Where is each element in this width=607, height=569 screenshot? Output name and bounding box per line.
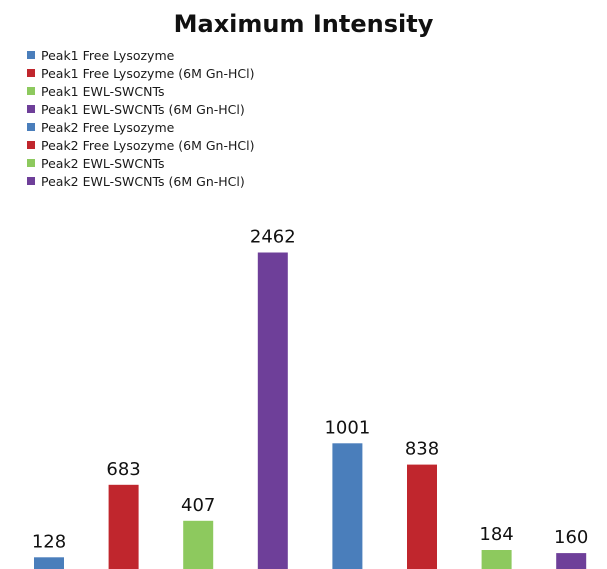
bar-value-label: 1001	[324, 417, 370, 438]
legend-label: Peak2 Free Lysozyme	[41, 119, 175, 135]
chart-legend: Peak1 Free Lysozyme Peak1 Free Lysozyme (…	[27, 46, 254, 190]
legend-item: Peak1 Free Lysozyme (6M Gn-HCl)	[27, 64, 254, 82]
legend-item: Peak1 EWL-SWCNTs	[27, 82, 254, 100]
bar	[257, 252, 288, 569]
legend-item: Peak2 Free Lysozyme	[27, 118, 254, 136]
legend-swatch	[27, 177, 35, 185]
bar-value-label: 683	[106, 459, 140, 480]
legend-label: Peak2 Free Lysozyme (6M Gn-HCl)	[41, 137, 255, 153]
bar	[556, 553, 587, 569]
legend-swatch	[27, 69, 35, 77]
legend-label: Peak1 Free Lysozyme	[41, 47, 175, 63]
legend-item: Peak2 EWL-SWCNTs	[27, 154, 254, 172]
bar	[332, 443, 363, 569]
bar	[34, 557, 64, 569]
legend-label: Peak1 EWL-SWCNTs	[41, 83, 165, 99]
legend-item: Peak1 Free Lysozyme	[27, 46, 254, 64]
chart-title: Maximum Intensity	[173, 10, 434, 38]
bar	[108, 484, 139, 569]
bar-value-label: 2462	[250, 227, 296, 248]
bar-value-label: 184	[479, 524, 513, 545]
legend-swatch	[27, 159, 35, 167]
legend-label: Peak1 Free Lysozyme (6M Gn-HCl)	[41, 65, 255, 81]
bar-value-label: 128	[32, 531, 66, 552]
legend-item: Peak2 Free Lysozyme (6M Gn-HCl)	[27, 136, 254, 154]
bar-value-label: 838	[405, 439, 439, 460]
bar	[407, 464, 437, 569]
legend-swatch	[27, 123, 35, 131]
legend-swatch	[27, 105, 35, 113]
bar-value-label: 160	[554, 527, 588, 548]
legend-label: Peak2 EWL-SWCNTs	[41, 155, 165, 171]
legend-swatch	[27, 141, 35, 149]
legend-item: Peak1 EWL-SWCNTs (6M Gn-HCl)	[27, 100, 254, 118]
legend-swatch	[27, 51, 35, 59]
bar-value-label: 407	[181, 495, 215, 516]
legend-item: Peak2 EWL-SWCNTs (6M Gn-HCl)	[27, 172, 254, 190]
legend-swatch	[27, 87, 35, 95]
bar	[481, 550, 512, 569]
legend-label: Peak1 EWL-SWCNTs (6M Gn-HCl)	[41, 101, 245, 117]
bar	[183, 520, 214, 569]
legend-label: Peak2 EWL-SWCNTs (6M Gn-HCl)	[41, 173, 245, 189]
